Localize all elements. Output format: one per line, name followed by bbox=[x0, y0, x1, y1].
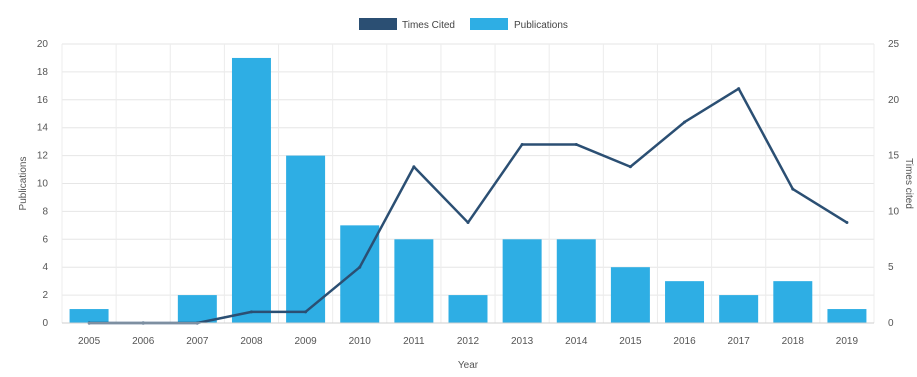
x-tick-label: 2019 bbox=[836, 336, 859, 347]
x-tick-label: 2011 bbox=[403, 336, 425, 347]
y-tick-label: 4 bbox=[42, 262, 48, 273]
bar-publications-2013 bbox=[502, 239, 542, 323]
x-tick-label: 2014 bbox=[565, 336, 588, 347]
y2-tick-label: 20 bbox=[888, 95, 900, 106]
y2-tick-label: 25 bbox=[888, 39, 900, 50]
point-times-cited-2016 bbox=[683, 120, 687, 124]
point-times-cited-2010 bbox=[358, 265, 362, 269]
bar-publications-2007 bbox=[177, 295, 217, 323]
y2-tick-label: 5 bbox=[888, 262, 894, 273]
point-times-cited-2019 bbox=[845, 221, 849, 225]
y2-axis-title: Times cited bbox=[903, 158, 914, 209]
x-tick-label: 2007 bbox=[186, 336, 209, 347]
bars-publications bbox=[69, 57, 867, 323]
legend: Times Cited Publications bbox=[359, 18, 568, 31]
y-tick-label: 8 bbox=[42, 206, 48, 217]
point-times-cited-2014 bbox=[574, 142, 578, 146]
bar-publications-2014 bbox=[556, 239, 596, 323]
point-times-cited-2013 bbox=[520, 142, 524, 146]
x-tick-label: 2016 bbox=[673, 336, 696, 347]
legend-swatch-times-cited bbox=[359, 18, 397, 30]
y-tick-label: 18 bbox=[37, 67, 49, 78]
point-times-cited-2008 bbox=[249, 310, 253, 314]
x-tick-label: 2013 bbox=[511, 336, 534, 347]
y-tick-label: 2 bbox=[42, 290, 48, 301]
y-tick-label: 20 bbox=[37, 39, 49, 50]
y2-tick-label: 10 bbox=[888, 206, 900, 217]
line-times-cited bbox=[87, 87, 849, 325]
x-tick-label: 2005 bbox=[78, 336, 101, 347]
point-times-cited-2011 bbox=[412, 165, 416, 169]
y-tick-label: 6 bbox=[42, 234, 48, 245]
x-tick-label: 2010 bbox=[349, 336, 372, 347]
bar-publications-2009 bbox=[286, 155, 326, 323]
y-axis-title: Publications bbox=[18, 157, 29, 211]
point-times-cited-2012 bbox=[466, 221, 470, 225]
x-tick-label: 2006 bbox=[132, 336, 155, 347]
bar-publications-2018 bbox=[773, 281, 813, 323]
point-times-cited-2015 bbox=[628, 165, 632, 169]
y-tick-label: 16 bbox=[37, 95, 49, 106]
x-tick-label: 2012 bbox=[457, 336, 480, 347]
y2-tick-label: 0 bbox=[888, 318, 894, 329]
bar-publications-2005 bbox=[69, 309, 109, 323]
point-times-cited-2017 bbox=[737, 87, 741, 91]
legend-label: Times Cited bbox=[402, 20, 455, 31]
gridlines bbox=[61, 43, 875, 324]
x-tick-label: 2017 bbox=[728, 336, 751, 347]
legend-swatch-publications bbox=[470, 18, 508, 30]
y-tick-label: 0 bbox=[42, 318, 48, 329]
x-tick-label: 2015 bbox=[619, 336, 642, 347]
series-line-times-cited bbox=[89, 87, 848, 325]
y2-tick-label: 15 bbox=[888, 151, 900, 162]
y-tick-label: 10 bbox=[37, 179, 49, 190]
point-times-cited-2009 bbox=[304, 310, 308, 314]
bar-publications-2016 bbox=[665, 281, 705, 323]
y-tick-label: 14 bbox=[37, 123, 49, 134]
x-tick-label: 2009 bbox=[294, 336, 317, 347]
x-axis-title: Year bbox=[458, 360, 479, 371]
point-times-cited-2018 bbox=[791, 187, 795, 191]
y-tick-label: 12 bbox=[37, 151, 49, 162]
x-tick-label: 2008 bbox=[240, 336, 263, 347]
bar-publications-2011 bbox=[394, 239, 434, 323]
bar-publications-2017 bbox=[719, 295, 759, 323]
bar-publications-2012 bbox=[448, 295, 488, 323]
bar-publications-2015 bbox=[610, 267, 650, 323]
x-tick-label: 2018 bbox=[782, 336, 805, 347]
bar-publications-2008 bbox=[231, 57, 271, 323]
legend-label: Publications bbox=[514, 20, 568, 31]
bar-publications-2019 bbox=[827, 309, 867, 323]
